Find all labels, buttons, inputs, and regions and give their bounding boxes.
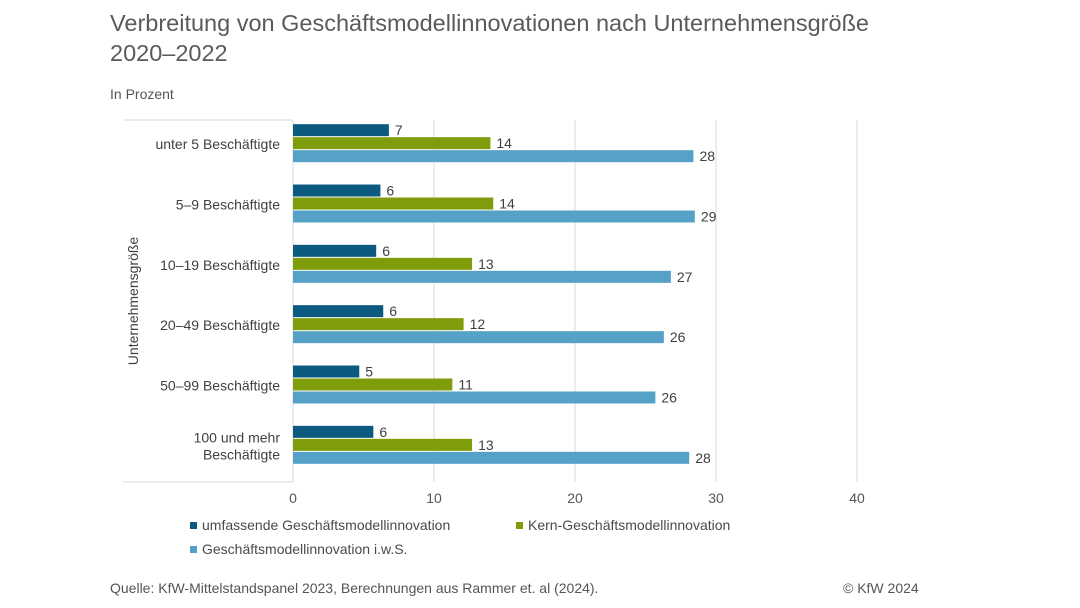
legend-swatch-umfassend bbox=[190, 521, 197, 529]
data-label-kern-5: 13 bbox=[478, 437, 494, 453]
bar-umfassend-3 bbox=[293, 305, 384, 318]
bar-umfassend-2 bbox=[293, 244, 377, 257]
category-label-5-1: Beschäftigte bbox=[203, 446, 280, 462]
data-label-kern-3: 12 bbox=[470, 316, 486, 332]
bar-iws-1 bbox=[293, 210, 695, 223]
bar-kern-3 bbox=[293, 318, 464, 331]
data-label-umfassend-2: 6 bbox=[382, 243, 390, 259]
chart-title-line2: 2020–2022 bbox=[110, 40, 228, 66]
bar-kern-5 bbox=[293, 438, 473, 451]
x-tick-label-0: 0 bbox=[289, 490, 297, 506]
data-label-kern-4: 11 bbox=[458, 377, 473, 393]
data-label-iws-2: 27 bbox=[677, 269, 693, 285]
chart-subtitle: In Prozent bbox=[110, 86, 174, 102]
chart-title-line1: Verbreitung von Geschäftsmodellinnovatio… bbox=[110, 10, 869, 36]
bar-iws-2 bbox=[293, 270, 671, 283]
data-label-umfassend-3: 6 bbox=[389, 303, 397, 319]
data-label-umfassend-1: 6 bbox=[386, 183, 394, 199]
legend-label-umfassend: umfassende Geschäftsmodellinnovation bbox=[202, 517, 451, 533]
category-label-4: 50–99 Beschäftigte bbox=[160, 378, 280, 394]
bar-umfassend-4 bbox=[293, 365, 360, 378]
data-label-umfassend-5: 6 bbox=[379, 424, 387, 440]
category-label-2: 10–19 Beschäftigte bbox=[160, 257, 280, 273]
x-tick-label-10: 10 bbox=[426, 490, 442, 506]
x-tick-label-30: 30 bbox=[708, 490, 724, 506]
bar-iws-4 bbox=[293, 391, 656, 404]
legend-item-umfassend: umfassende Geschäftsmodellinnovation bbox=[190, 517, 450, 533]
bar-kern-4 bbox=[293, 378, 453, 391]
category-label-0: unter 5 Beschäftigte bbox=[155, 136, 280, 152]
data-label-iws-0: 28 bbox=[699, 148, 715, 164]
bar-iws-5 bbox=[293, 451, 690, 464]
source-note: Quelle: KfW-Mittelstandspanel 2023, Bere… bbox=[110, 580, 599, 596]
bar-umfassend-0 bbox=[293, 124, 389, 137]
legend-item-iws: Geschäftsmodellinnovation i.w.S. bbox=[190, 541, 407, 557]
y-axis-title: Unternehmensgröße bbox=[125, 237, 141, 366]
data-label-iws-4: 26 bbox=[661, 390, 677, 406]
bar-iws-0 bbox=[293, 150, 694, 163]
bar-kern-1 bbox=[293, 197, 494, 210]
bar-umfassend-5 bbox=[293, 425, 374, 438]
bar-kern-0 bbox=[293, 137, 491, 150]
bar-umfassend-1 bbox=[293, 184, 381, 197]
data-label-iws-1: 29 bbox=[701, 209, 717, 225]
data-label-kern-1: 14 bbox=[499, 196, 515, 212]
legend-swatch-iws bbox=[190, 545, 197, 553]
data-label-umfassend-0: 7 bbox=[395, 122, 403, 138]
bar-iws-3 bbox=[293, 331, 664, 344]
copyright-note: © KfW 2024 bbox=[843, 580, 919, 596]
bar-kern-2 bbox=[293, 257, 473, 270]
category-label-3: 20–49 Beschäftigte bbox=[160, 317, 280, 333]
x-tick-label-20: 20 bbox=[567, 490, 583, 506]
data-label-iws-5: 28 bbox=[695, 450, 711, 466]
legend-item-kern: Kern-Geschäftsmodellinnovation bbox=[516, 517, 730, 533]
data-label-umfassend-4: 5 bbox=[365, 364, 373, 380]
chart-title: Verbreitung von Geschäftsmodellinnovatio… bbox=[110, 8, 1010, 68]
category-label-1: 5–9 Beschäftigte bbox=[176, 197, 281, 213]
category-label-5-0: 100 und mehr bbox=[194, 429, 281, 445]
legend-label-kern: Kern-Geschäftsmodellinnovation bbox=[528, 517, 731, 533]
legend-label-iws: Geschäftsmodellinnovation i.w.S. bbox=[202, 541, 408, 557]
data-label-iws-3: 26 bbox=[670, 329, 686, 345]
x-tick-label-40: 40 bbox=[849, 490, 865, 506]
data-label-kern-0: 14 bbox=[496, 135, 512, 151]
data-label-kern-2: 13 bbox=[478, 256, 494, 272]
legend-swatch-kern bbox=[516, 521, 523, 529]
